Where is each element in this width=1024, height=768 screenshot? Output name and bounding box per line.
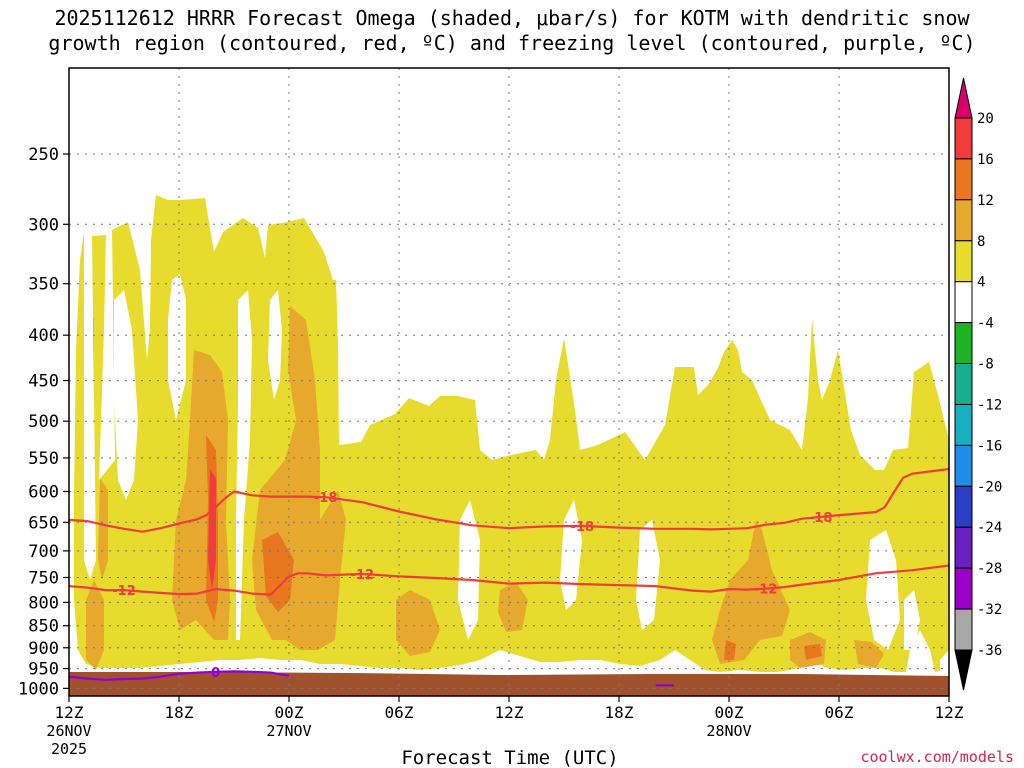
x-tick-label: 18Z (165, 703, 194, 722)
colorbar-label: 8 (977, 234, 985, 250)
x-tick-date-label: 28NOV (706, 722, 751, 740)
y-tick-label: 850 (28, 617, 59, 637)
colorbar-bottom-arrow (954, 649, 973, 691)
x-tick-date-label: 26NOV (46, 722, 91, 740)
omega-region (724, 640, 736, 660)
contour-lines: -18 -18 -18 -12 -12 -12 0 (69, 467, 949, 687)
contour-label: -18 (314, 491, 338, 506)
y-tick-label: 950 (28, 660, 59, 680)
colorbar-segment (954, 281, 973, 324)
y-tick-label: 650 (28, 513, 59, 533)
omega-region (168, 274, 186, 420)
colorbar-label: -12 (977, 398, 1002, 414)
colorbar-segment (954, 363, 973, 405)
omega-region (804, 644, 822, 660)
y-tick-label: 600 (28, 482, 59, 502)
x-tick-date-label: 27NOV (266, 722, 311, 740)
colorbar-label: 4 (977, 275, 985, 291)
y-tick-label: 300 (28, 215, 59, 235)
contour-label: -12 (112, 584, 136, 599)
omega-region (940, 650, 949, 672)
x-tick-label: 00Z (275, 703, 304, 722)
colorbar-label: -20 (977, 479, 1002, 495)
x-tick-label: 06Z (385, 703, 414, 722)
omega-region (498, 582, 528, 632)
colorbar-label: -24 (977, 520, 1002, 536)
x-tick-label: 12Z (495, 703, 524, 722)
colorbar-segment (954, 567, 973, 610)
colorbar-legend: 20 16 12 8 4 -4 -8 -12 -16 -20 -24 -28 -32 -36 (954, 77, 1002, 691)
omega-region (86, 580, 104, 670)
chart-title-line-2: growth region (contoured, red, ºC) and f… (48, 31, 976, 55)
contour-freezing-level-0 (69, 670, 290, 681)
omega-region (396, 590, 440, 656)
y-axis: 2503003504004505005506006507007508008509… (18, 145, 69, 699)
x-tick-label: 12Z (55, 703, 84, 722)
contour-label: 0 (211, 666, 220, 681)
colorbar-label: -16 (977, 438, 1002, 454)
x-axis-label: Forecast Time (UTC) (401, 747, 618, 768)
y-tick-label: 750 (28, 568, 59, 588)
colorbar-label: 20 (977, 111, 994, 127)
omega-region (114, 290, 138, 500)
colorbar-label: -32 (977, 602, 1002, 618)
contour-label: -18 (809, 511, 833, 526)
colorbar-label: -28 (977, 561, 1002, 577)
omega-region (458, 500, 480, 640)
y-tick-label: 450 (28, 372, 59, 392)
colorbar-segment (954, 485, 973, 528)
colorbar-label: -4 (977, 316, 994, 332)
y-tick-label: 700 (28, 542, 59, 562)
colorbar-label: 12 (977, 193, 994, 209)
x-tick-label: 12Z (935, 703, 964, 722)
y-tick-label: 400 (28, 326, 59, 346)
omega-region (904, 590, 920, 650)
omega-region (268, 290, 282, 400)
y-tick-label: 900 (28, 639, 59, 659)
omega-region (98, 478, 108, 580)
omega-region (236, 290, 252, 640)
y-tick-label: 550 (28, 449, 59, 469)
y-tick-label: 250 (28, 145, 59, 165)
colorbar-label: -8 (977, 357, 994, 373)
x-tick-label: 00Z (715, 703, 744, 722)
omega-region (208, 470, 216, 590)
x-tick-label: 18Z (605, 703, 634, 722)
y-tick-label: 800 (28, 593, 59, 613)
omega-region (262, 532, 294, 612)
omega-region (84, 232, 96, 580)
contour-dgz-minus12 (69, 564, 949, 596)
omega-shading (74, 195, 949, 672)
colorbar-segment (954, 117, 973, 160)
colorbar-label: 16 (977, 152, 994, 168)
colorbar-top-arrow (954, 77, 973, 119)
colorbar-segment (954, 404, 973, 446)
colorbar-segment (954, 322, 973, 365)
colorbar-segment (954, 444, 973, 487)
y-tick-label: 1000 (18, 679, 59, 699)
y-tick-label: 350 (28, 275, 59, 295)
colorbar-segment (954, 199, 973, 242)
colorbar-label: -36 (977, 643, 1002, 659)
colorbar-segment (954, 240, 973, 283)
colorbar-segment (954, 608, 973, 651)
x-tick-date-label: 2025 (51, 740, 87, 758)
contour-dgz-minus18 (69, 467, 949, 533)
contour-label: -12 (754, 583, 778, 598)
y-tick-label: 500 (28, 412, 59, 432)
colorbar-segment (954, 158, 973, 201)
omega-region (854, 640, 884, 668)
chart-title-line-1: 2025112612 HRRR Forecast Omega (shaded, … (54, 6, 970, 30)
colorbar-segment (954, 526, 973, 569)
credit-text: coolwx.com/models (860, 748, 1014, 766)
omega-region (712, 520, 790, 664)
contour-label: -18 (571, 520, 595, 535)
contour-label: -12 (351, 568, 375, 583)
x-tick-label: 06Z (825, 703, 854, 722)
omega-region (866, 530, 900, 650)
chart-title: 2025112612 HRRR Forecast Omega (shaded, … (0, 6, 1024, 56)
